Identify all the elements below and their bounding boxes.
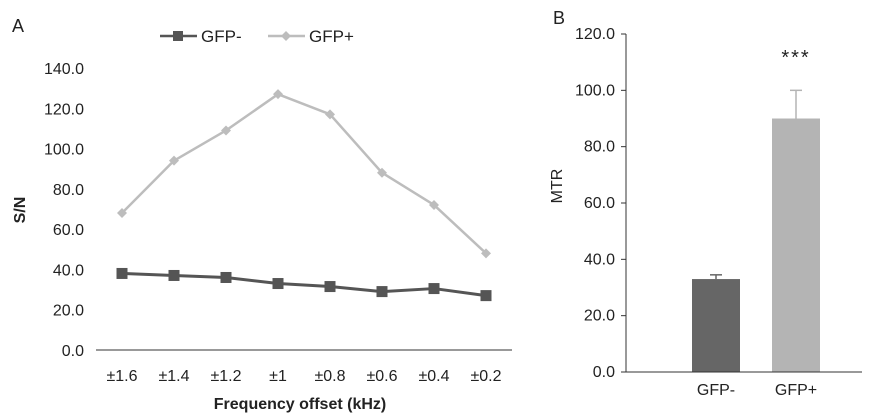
panel-a-line-chart: A GFP- GFP+ 0.0 20.0 40.0 60.0 80.0 100.0 120.… <box>12 16 512 413</box>
panel-a-y-tick-label: 60.0 <box>53 222 84 239</box>
panel-b-y-ticks: 0.0 20.0 40.0 60.0 80.0 100.0 120.0 <box>575 26 626 381</box>
panel-a-label: A <box>12 16 24 36</box>
legend-label-gfp-minus: GFP- <box>201 27 242 46</box>
panel-a-legend: GFP- GFP+ <box>160 27 354 46</box>
panel-a-x-tick-label: ±0.8 <box>314 368 345 385</box>
panel-a-x-tick-label: ±0.4 <box>418 368 449 385</box>
panel-b-bar-chart: B 0.0 20.0 40.0 60.0 80.0 100.0 120.0 GFP- GFP+… <box>549 8 862 399</box>
panel-a-y-ticks: 0.0 20.0 40.0 60.0 80.0 100.0 120.0 140.0 <box>44 61 84 360</box>
line-gfp-plus <box>121 92 487 255</box>
legend-marker-gfp-minus <box>173 31 183 41</box>
point-gfp-minus <box>220 271 232 283</box>
point-gfp-plus <box>377 167 387 178</box>
line-gfp-minus <box>121 271 487 298</box>
panel-a-y-tick-label: 120.0 <box>44 101 84 118</box>
point-gfp-plus <box>117 208 127 219</box>
panel-a-y-tick-label: 140.0 <box>44 61 84 78</box>
series-gfp-minus <box>116 267 492 302</box>
panel-a-y-tick-label: 100.0 <box>44 142 84 159</box>
significance-annotation: *** <box>781 47 810 69</box>
panel-b-y-tick-label: 100.0 <box>575 82 615 99</box>
panel-a-x-tick-label: ±1.4 <box>158 368 189 385</box>
point-gfp-minus <box>480 290 492 302</box>
panel-a-x-tick-label: ±0.2 <box>470 368 501 385</box>
panel-b-y-tick-label: 60.0 <box>584 195 615 212</box>
panel-b-x-tick-label: GFP- <box>697 382 735 399</box>
panel-a-x-tick-label: ±0.6 <box>366 368 397 385</box>
panel-b-x-ticks: GFP- GFP+ <box>697 382 817 399</box>
panel-a-x-axis-title: Frequency offset (kHz) <box>214 396 386 413</box>
series-gfp-plus <box>117 89 491 259</box>
panel-a-x-tick-label: ±1 <box>269 368 287 385</box>
point-gfp-minus <box>272 278 284 290</box>
legend-label-gfp-plus: GFP+ <box>309 27 354 46</box>
panel-b-x-tick-label: GFP+ <box>775 382 817 399</box>
point-gfp-plus <box>429 199 439 210</box>
panel-a-x-tick-label: ±1.2 <box>210 368 241 385</box>
panel-b-y-tick-label: 0.0 <box>593 364 615 381</box>
point-gfp-minus <box>324 281 336 293</box>
panel-b-y-tick-label: 20.0 <box>584 308 615 325</box>
panel-b-y-tick-label: 120.0 <box>575 26 615 43</box>
point-gfp-plus <box>481 248 491 259</box>
panel-b-y-tick-label: 80.0 <box>584 139 615 156</box>
panel-a-y-tick-label: 0.0 <box>62 343 84 360</box>
point-gfp-plus <box>221 125 231 136</box>
panel-b-y-tick-label: 40.0 <box>584 251 615 268</box>
point-gfp-plus <box>169 155 179 166</box>
bar-gfp-minus <box>692 279 740 372</box>
panel-a-y-tick-label: 80.0 <box>53 182 84 199</box>
bar-gfp-plus <box>772 118 820 372</box>
panel-a-y-tick-label: 20.0 <box>53 303 84 320</box>
point-gfp-minus <box>376 286 388 298</box>
panel-b-bars <box>692 89 820 372</box>
panel-a-y-axis-title: S/N <box>12 197 29 224</box>
point-gfp-plus <box>273 89 283 100</box>
panel-a-series <box>116 89 492 302</box>
panel-b-y-axis-title: MTR <box>549 169 566 204</box>
point-gfp-minus <box>116 267 128 279</box>
panel-a-y-tick-label: 40.0 <box>53 262 84 279</box>
point-gfp-plus <box>325 109 335 120</box>
legend-marker-gfp-plus <box>281 31 291 41</box>
panel-a-x-ticks: ±1.6 ±1.4 ±1.2 ±1 ±0.8 ±0.6 ±0.4 ±0.2 <box>106 368 501 385</box>
point-gfp-minus <box>428 283 440 295</box>
panel-a-x-tick-label: ±1.6 <box>106 368 137 385</box>
point-gfp-minus <box>168 269 180 281</box>
panel-b-label: B <box>553 8 565 28</box>
